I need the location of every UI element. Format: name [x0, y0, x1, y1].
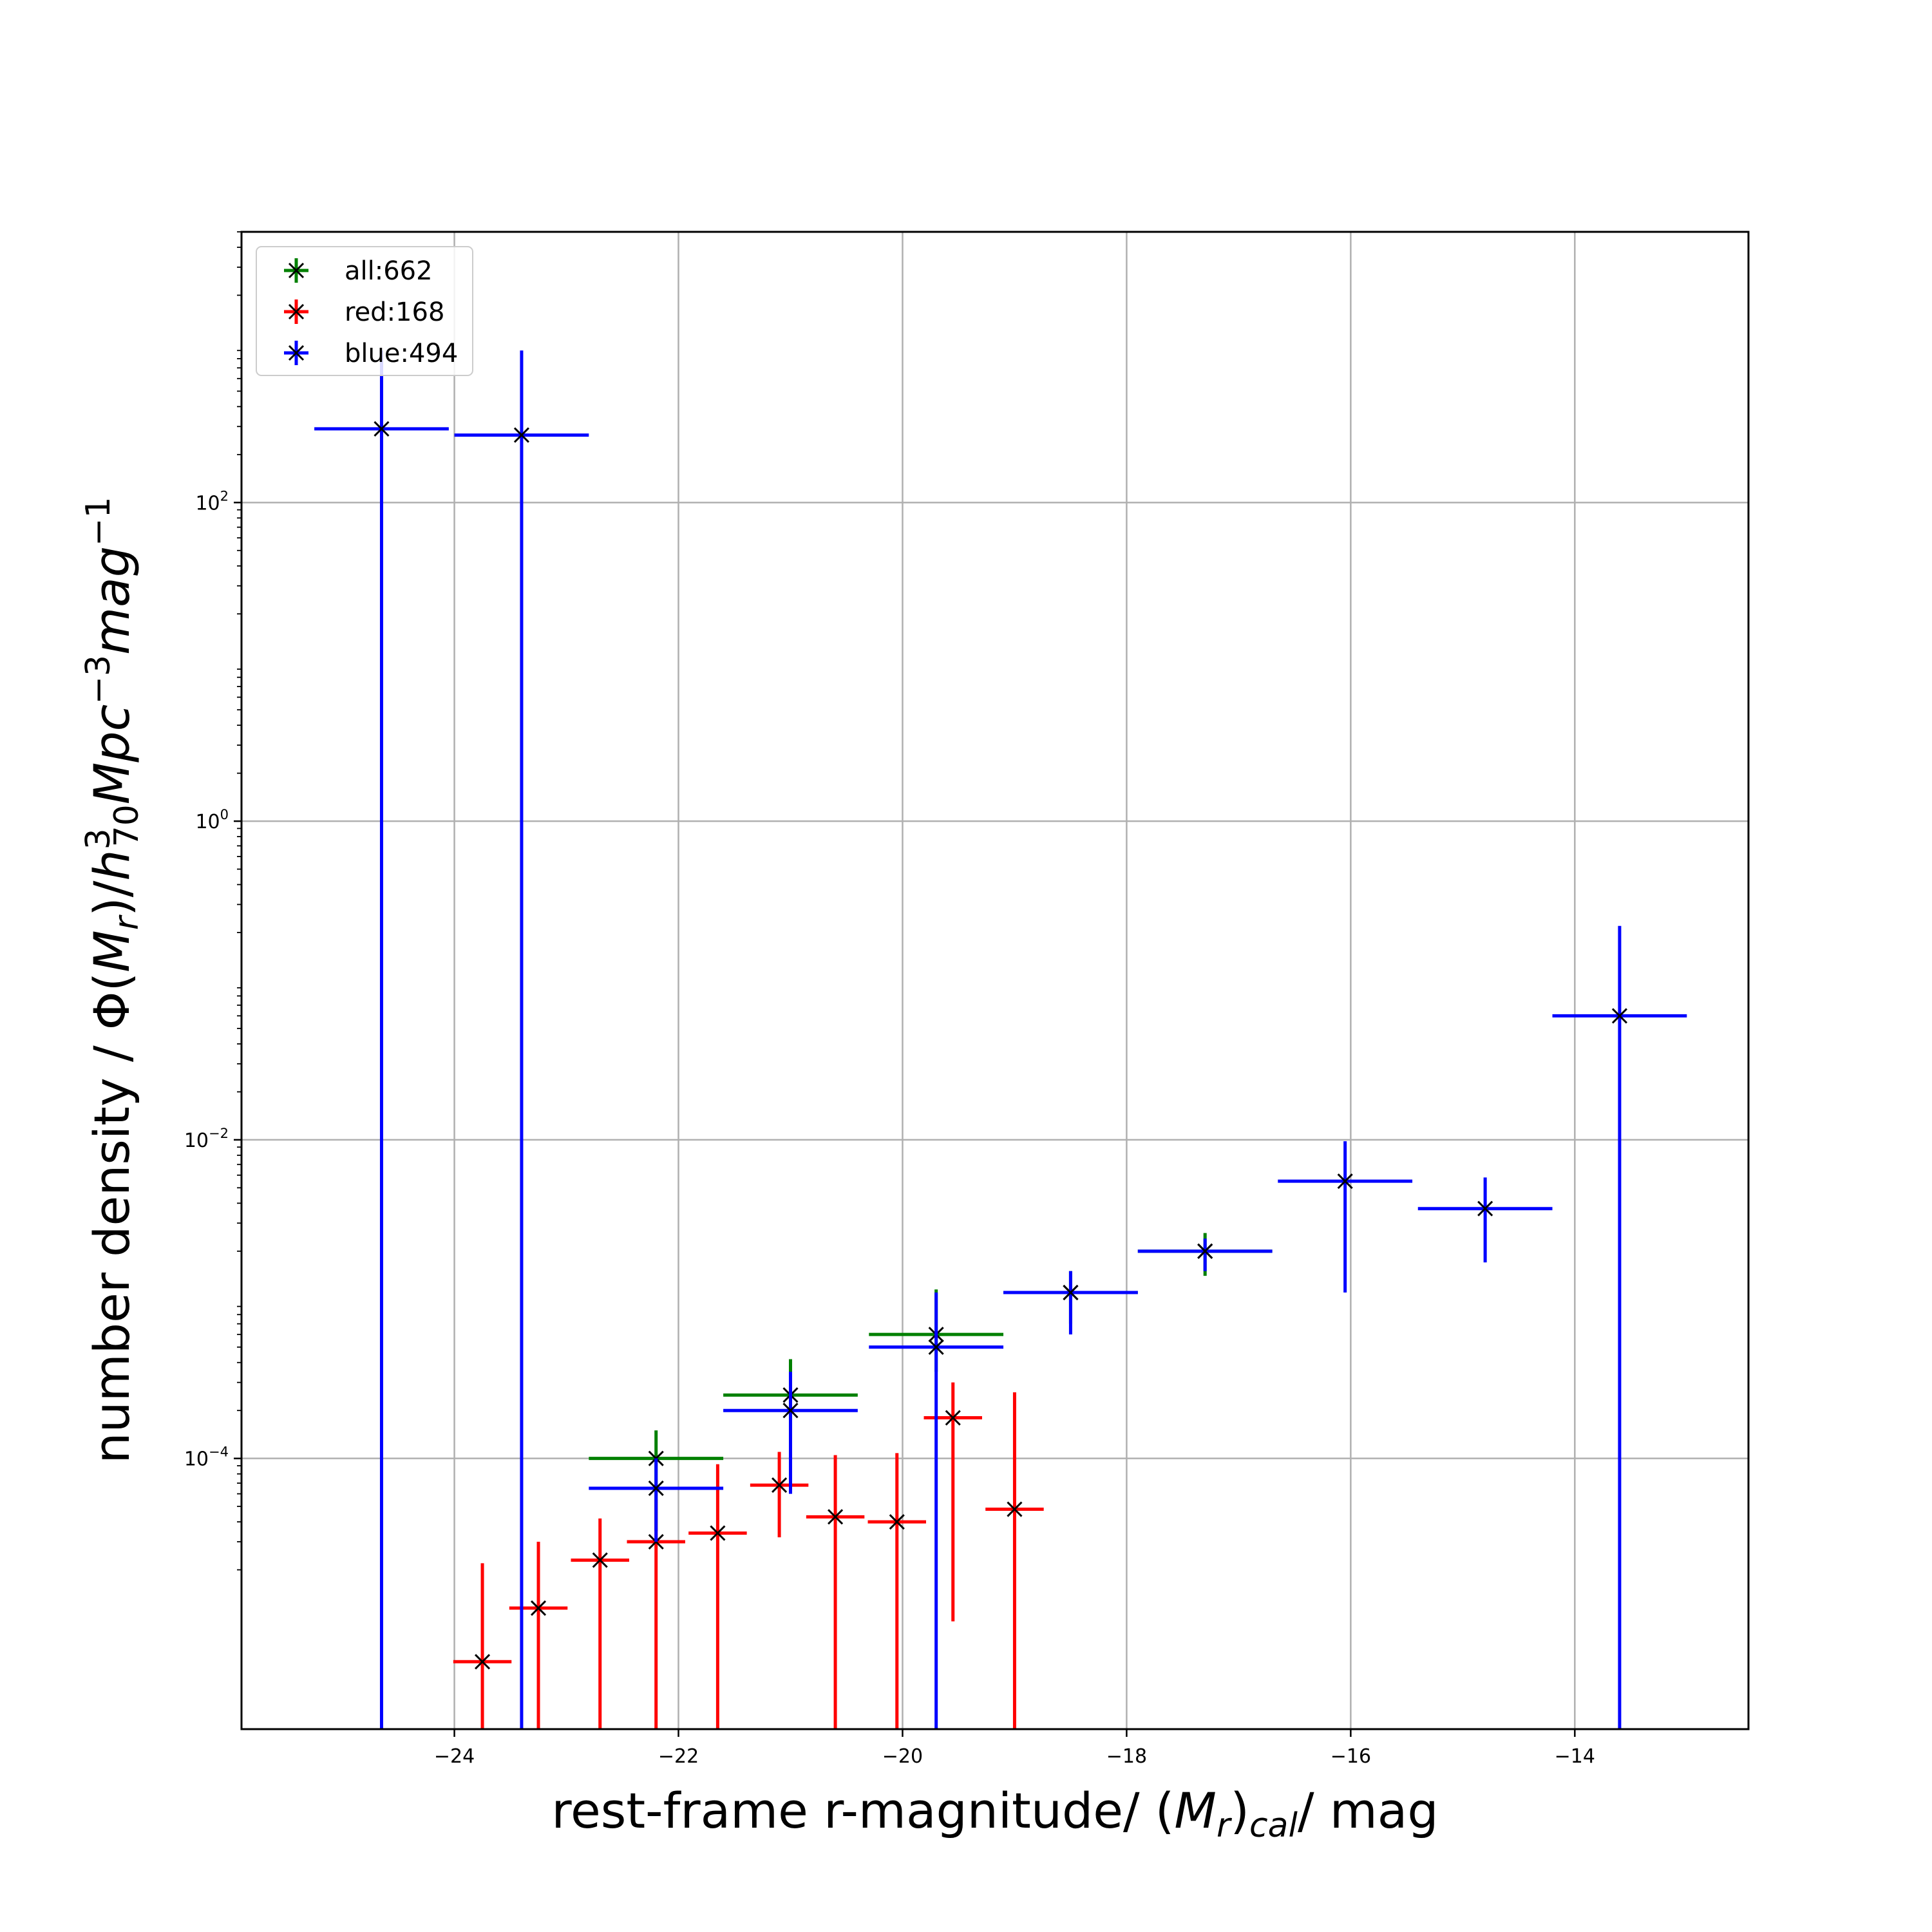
legend-entry: red:168 — [284, 298, 444, 327]
x-axis-title: rest-frame r-magnitude/ (Mr)cal/ mag — [551, 1782, 1438, 1845]
data-point-marker — [474, 1654, 491, 1670]
x-tick-label: −20 — [882, 1745, 923, 1768]
x-tick-label: −18 — [1106, 1745, 1147, 1768]
series-layer — [314, 350, 1687, 1729]
legend-entry: blue:494 — [284, 339, 458, 368]
data-point-marker — [1611, 1008, 1627, 1024]
data-point-marker — [928, 1339, 944, 1355]
data-point-marker — [782, 1403, 799, 1419]
data-point-marker — [1007, 1501, 1023, 1517]
data-point-marker — [1477, 1200, 1493, 1217]
grid — [242, 232, 1748, 1729]
legend-marker-x — [288, 262, 305, 279]
x-axis-ticks: −24 −22 −20 −18 −16 −14 — [434, 1729, 1595, 1768]
plot-frame — [240, 231, 1750, 1730]
data-point-marker — [828, 1509, 844, 1525]
legend-marker-x — [288, 303, 305, 320]
x-tick-label: −16 — [1331, 1745, 1371, 1768]
data-point-marker — [772, 1477, 788, 1493]
data-point-marker — [592, 1552, 608, 1568]
data-point-marker — [1197, 1243, 1213, 1259]
legend-label: all:662 — [345, 256, 433, 286]
y-tick-label: 100 — [195, 807, 229, 833]
legend-label: blue:494 — [345, 339, 458, 368]
legend: all:662 red:168 blue:494 — [256, 246, 473, 376]
legend-marker-x — [288, 345, 305, 361]
data-point-marker — [889, 1514, 905, 1530]
x-tick-label: −24 — [434, 1745, 475, 1768]
series-blue — [314, 350, 1687, 1729]
data-point-marker — [945, 1410, 961, 1426]
y-tick-label: 10−4 — [184, 1444, 229, 1471]
data-point-marker — [1063, 1284, 1079, 1301]
legend-label: red:168 — [345, 298, 444, 327]
data-point-marker — [513, 427, 530, 443]
y-axis-title: number density / Φ(Mr)/h370Mpc−3mag−1 — [79, 497, 146, 1463]
y-axis-ticks: 10−4 10−2 100 102 — [184, 231, 242, 1571]
legend-box — [256, 246, 473, 376]
x-tick-label: −14 — [1555, 1745, 1595, 1768]
data-point-marker — [710, 1525, 726, 1541]
y-tick-label: 10−2 — [184, 1126, 229, 1152]
data-point-marker — [1337, 1173, 1353, 1189]
x-tick-label: −22 — [658, 1745, 699, 1768]
data-point-marker — [648, 1480, 664, 1497]
legend-entry: all:662 — [284, 256, 433, 286]
data-point-marker — [530, 1600, 547, 1616]
y-tick-label: 102 — [195, 488, 229, 515]
data-point-marker — [374, 421, 390, 437]
